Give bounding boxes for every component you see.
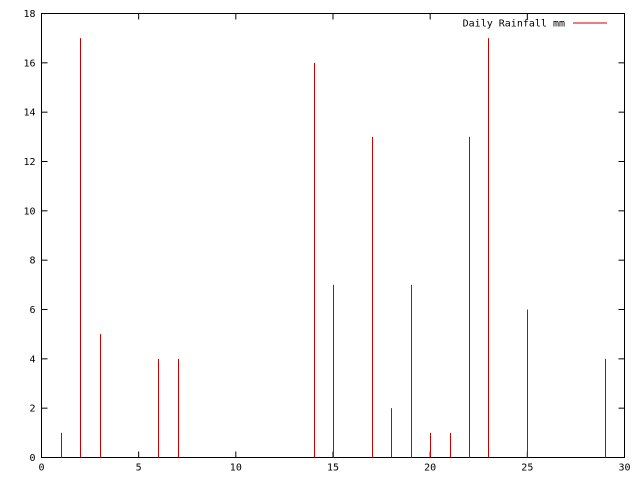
y-tick-label: 14 xyxy=(23,108,35,119)
y-tick-label: 6 xyxy=(29,305,35,316)
y-tick-label: 8 xyxy=(29,256,35,267)
x-tick-label: 5 xyxy=(136,463,142,474)
y-tick-label: 12 xyxy=(23,157,35,168)
y-tick-label: 0 xyxy=(29,453,35,464)
x-tick-label: 15 xyxy=(327,463,339,474)
x-tick-label: 10 xyxy=(230,463,242,474)
y-tick-label: 10 xyxy=(23,206,35,217)
y-tick-label: 16 xyxy=(23,58,35,69)
x-tick-label: 0 xyxy=(38,463,44,474)
legend: Daily Rainfall mm xyxy=(463,19,607,30)
x-tick-label: 20 xyxy=(424,463,436,474)
data-series xyxy=(61,38,606,458)
axis-ticks: 0 2 4 6 8 10 12 14 16 18 0 5 10 15 20 25 30 xyxy=(23,9,630,474)
y-tick-label: 4 xyxy=(29,354,35,365)
x-tick-label: 25 xyxy=(521,463,533,474)
x-tick-label: 30 xyxy=(618,463,630,474)
legend-entry-label: Daily Rainfall mm xyxy=(463,19,565,30)
y-tick-label: 2 xyxy=(29,404,35,415)
y-tick-label: 18 xyxy=(23,9,35,20)
